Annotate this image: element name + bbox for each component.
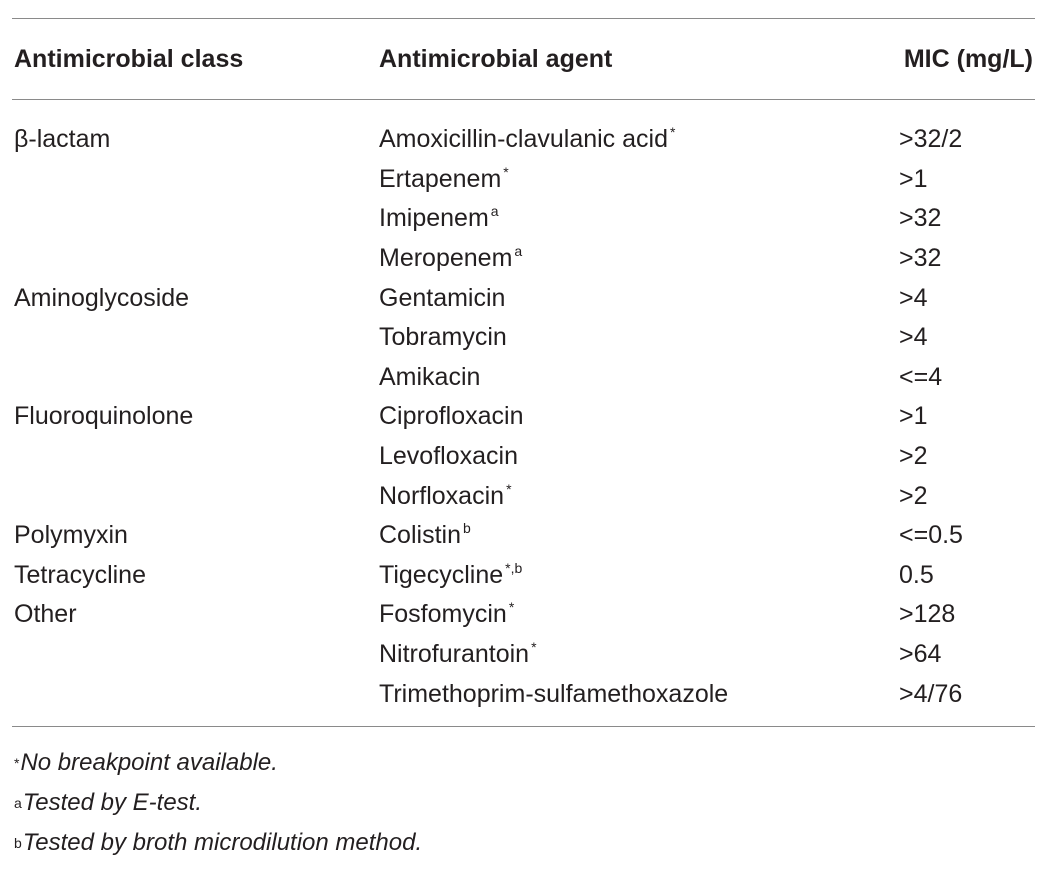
footnote-marker: * (503, 163, 509, 180)
cell-mic-value: >32/2 (899, 125, 963, 154)
agent-name: Norfloxacin (379, 481, 505, 510)
cell-mic-value: <=0.5 (899, 521, 963, 550)
agent-name: Tobramycin (379, 323, 507, 352)
cell-antimicrobial-agent: Fosfomycin * (379, 600, 859, 629)
table-row: Tobramycin >4 (12, 318, 1035, 358)
cell-mic-value: >2 (899, 481, 928, 510)
agent-name: Ertapenem (379, 164, 502, 193)
footnote: b Tested by broth microdilution method. (14, 828, 423, 856)
footnote-marker: *,b (505, 559, 523, 576)
agent-name: Fosfomycin (379, 600, 507, 629)
agent-name: Amoxicillin-clavulanic acid (379, 125, 668, 154)
header-antimicrobial-agent: Antimicrobial agent (379, 44, 613, 73)
cell-antimicrobial-class: Tetracycline (14, 560, 146, 589)
agent-name: Nitrofurantoin (379, 640, 530, 669)
agent-name: Levofloxacin (379, 442, 518, 471)
cell-antimicrobial-class: Aminoglycoside (14, 283, 190, 312)
table-row: Trimethoprim-sulfamethoxazole >4/76 (12, 674, 1035, 714)
cell-mic-value: >2 (899, 442, 928, 471)
cell-antimicrobial-agent: Amikacin (379, 363, 859, 392)
table-row: Meropenem a >32 (12, 239, 1035, 279)
cell-antimicrobial-class: β-lactam (14, 125, 111, 154)
table-row: Amikacin <=4 (12, 358, 1035, 398)
table-row: Polymyxin Colistin b <=0.5 (12, 516, 1035, 556)
table-header: Antimicrobial class Antimicrobial agent … (12, 19, 1035, 99)
footnote-marker: a (490, 203, 499, 220)
agent-name: Tigecycline (379, 560, 504, 589)
cell-antimicrobial-class: Polymyxin (14, 521, 128, 550)
table-body: β-lactam Amoxicillin-clavulanic acid * >32/… (12, 100, 1035, 726)
table-row: Other Fosfomycin * >128 (12, 595, 1035, 635)
cell-antimicrobial-agent: Gentamicin (379, 284, 859, 313)
agent-name: Meropenem (379, 244, 513, 273)
cell-antimicrobial-agent: Ciprofloxacin (379, 402, 859, 431)
agent-name: Ciprofloxacin (379, 402, 524, 431)
table-row: Fluoroquinolone Ciprofloxacin >1 (12, 397, 1035, 437)
cell-mic-value: >4/76 (899, 679, 963, 708)
footnotes: * No breakpoint available. a Tested by E-te… (12, 727, 1035, 863)
cell-antimicrobial-class: Fluoroquinolone (14, 402, 194, 431)
table-row: Tetracycline Tigecycline *,b 0.5 (12, 556, 1035, 596)
cell-mic-value: >32 (899, 204, 942, 233)
table-row: Norfloxacin * >2 (12, 476, 1035, 516)
cell-mic-value: >128 (899, 600, 956, 629)
cell-mic-value: >4 (899, 283, 928, 312)
cell-mic-value: >1 (899, 402, 928, 431)
agent-name: Trimethoprim-sulfamethoxazole (379, 679, 729, 708)
table-row: Nitrofurantoin * >64 (12, 635, 1035, 675)
table-row: Levofloxacin >2 (12, 437, 1035, 477)
cell-antimicrobial-agent: Ertapenem * (379, 165, 859, 194)
footnote-marker: * (508, 599, 515, 616)
cell-antimicrobial-class: Other (14, 600, 77, 629)
cell-mic-value: >4 (899, 323, 928, 352)
footnote: a Tested by E-test. (14, 788, 202, 816)
footnote: * No breakpoint available. (14, 748, 278, 776)
agent-name: Imipenem (379, 204, 489, 233)
footnote-text: No breakpoint available. (20, 748, 278, 776)
header-mic: MIC (mg/L) (903, 44, 1033, 73)
cell-antimicrobial-agent: Colistin b (379, 521, 859, 550)
mic-table: Antimicrobial class Antimicrobial agent … (12, 18, 1035, 863)
bottom-rule (12, 725, 1035, 727)
footnote-text: Tested by E-test. (22, 788, 202, 816)
cell-antimicrobial-agent: Tobramycin (379, 323, 859, 352)
cell-antimicrobial-agent: Trimethoprim-sulfamethoxazole (379, 680, 859, 709)
footnote-marker: a (514, 243, 523, 260)
table-row: Ertapenem * >1 (12, 160, 1035, 200)
header-antimicrobial-class: Antimicrobial class (14, 44, 244, 73)
footnote-marker: * (531, 639, 537, 656)
cell-antimicrobial-agent: Nitrofurantoin * (379, 640, 859, 669)
cell-antimicrobial-agent: Tigecycline *,b (379, 561, 859, 590)
top-rule (12, 18, 1035, 19)
table-row: Aminoglycoside Gentamicin >4 (12, 278, 1035, 318)
cell-antimicrobial-agent: Meropenem a (379, 244, 859, 273)
header-rule (12, 99, 1035, 100)
footnote-text: Tested by broth microdilution method. (22, 828, 423, 856)
table-row: Imipenem a >32 (12, 199, 1035, 239)
cell-antimicrobial-agent: Amoxicillin-clavulanic acid * (379, 125, 859, 154)
footnote-marker: * (670, 124, 676, 141)
agent-name: Gentamicin (379, 283, 506, 312)
cell-antimicrobial-agent: Levofloxacin (379, 442, 859, 471)
footnote-marker: b (462, 520, 471, 537)
cell-antimicrobial-agent: Imipenem a (379, 204, 859, 233)
table-row: β-lactam Amoxicillin-clavulanic acid * >32/… (12, 120, 1035, 160)
cell-mic-value: >64 (899, 640, 942, 669)
cell-mic-value: >32 (899, 244, 942, 273)
cell-mic-value: 0.5 (899, 560, 934, 589)
footnote-marker: * (506, 480, 512, 497)
cell-mic-value: <=4 (899, 362, 943, 391)
cell-antimicrobial-agent: Norfloxacin * (379, 482, 859, 511)
agent-name: Amikacin (379, 362, 481, 391)
agent-name: Colistin (379, 521, 461, 550)
cell-mic-value: >1 (899, 164, 928, 193)
